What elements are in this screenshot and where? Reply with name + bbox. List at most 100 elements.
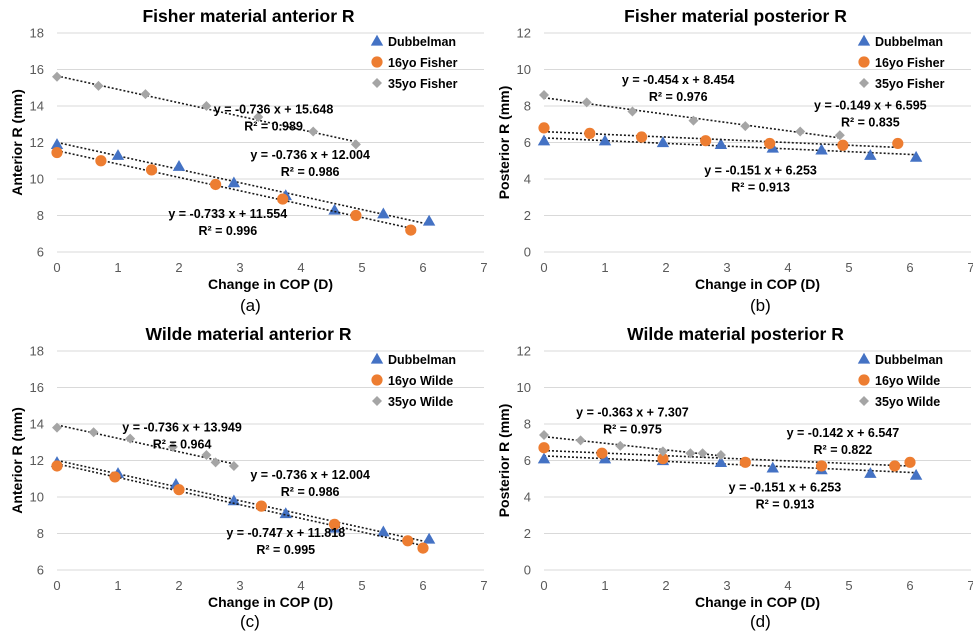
data-point-35yo-fisher xyxy=(52,71,62,82)
data-point-dubbelman xyxy=(422,214,436,226)
x-tick-label: 2 xyxy=(662,578,669,593)
trendline-r2-16yo-wilde: R² = 0.822 xyxy=(814,443,873,457)
trendline-r2-35yo-wilde: R² = 0.975 xyxy=(603,423,662,437)
y-tick-label: 14 xyxy=(30,417,44,432)
data-point-dubbelman xyxy=(328,203,341,215)
legend-marker-16yo-wilde xyxy=(371,374,383,386)
legend-marker-16yo-fisher xyxy=(371,56,383,68)
data-point-16yo-fisher xyxy=(892,137,904,150)
x-tick-label: 6 xyxy=(419,578,426,593)
panel-label-c: (c) xyxy=(240,612,260,631)
legend-marker-dubbelman xyxy=(370,352,384,364)
y-tick-label: 8 xyxy=(524,417,531,432)
y-tick-label: 6 xyxy=(37,245,44,260)
data-point-dubbelman xyxy=(537,134,551,146)
trendline-r2-16yo-fisher: R² = 0.996 xyxy=(198,224,257,238)
legend-marker-dubbelman xyxy=(370,34,384,46)
data-point-16yo-fisher xyxy=(584,127,596,139)
series-16yo-fisher xyxy=(51,146,417,236)
x-tick-label: 5 xyxy=(845,578,852,593)
data-point-35yo-fisher xyxy=(201,101,212,111)
y-tick-label: 14 xyxy=(30,99,44,114)
y-tick-label: 10 xyxy=(30,172,44,187)
legend-label-dubbelman: Dubbelman xyxy=(875,353,943,367)
data-point-35yo-fisher xyxy=(795,126,806,137)
panel-label-d: (d) xyxy=(750,612,771,631)
x-tick-label: 3 xyxy=(723,260,730,275)
x-tick-label: 2 xyxy=(662,260,669,275)
y-tick-label: 6 xyxy=(524,453,531,468)
x-tick-label: 2 xyxy=(175,260,182,275)
x-tick-label: 7 xyxy=(967,260,973,275)
x-tick-label: 1 xyxy=(114,578,121,593)
y-axis-label: Anterior R (mm) xyxy=(9,407,25,514)
y-tick-label: 0 xyxy=(524,245,531,260)
chart-panel-c: 6 8 10 12 14 16 18 0 1 2 3 4 5 6 7 Wilde material anter… xyxy=(0,318,488,635)
y-axis-label: Posterior R (mm) xyxy=(496,86,512,200)
x-tick-label: 1 xyxy=(601,578,608,593)
chart-title: Wilde material posterior R xyxy=(627,324,844,344)
series-dubbelman xyxy=(537,452,923,480)
x-tick-label: 0 xyxy=(53,260,60,275)
x-tick-label: 7 xyxy=(967,578,973,593)
x-tick-label: 7 xyxy=(480,578,487,593)
y-tick-label: 18 xyxy=(30,26,44,41)
data-point-35yo-wilde xyxy=(657,446,668,457)
legend-marker-35yo-wilde xyxy=(859,396,869,406)
x-axis-label: Change in COP (D) xyxy=(695,276,820,292)
legend-marker-35yo-fisher xyxy=(859,78,869,88)
trendline-equation-16yo-fisher: y = -0.733 x + 11.554 xyxy=(168,207,287,221)
data-point-16yo-wilde xyxy=(255,500,267,512)
legend-label-35yo-fisher: 35yo Fisher xyxy=(388,77,458,91)
data-point-dubbelman xyxy=(909,468,923,480)
data-point-35yo-fisher xyxy=(539,90,549,101)
trendline-equation-dubbelman: y = -0.736 x + 12.004 xyxy=(250,148,370,162)
data-point-35yo-wilde xyxy=(715,450,726,461)
series-35yo-wilde xyxy=(539,429,726,461)
data-point-35yo-wilde xyxy=(88,427,99,438)
data-point-35yo-fisher xyxy=(308,126,319,137)
y-tick-label: 2 xyxy=(524,208,531,223)
data-point-35yo-wilde xyxy=(52,422,62,433)
data-point-dubbelman xyxy=(172,160,186,171)
data-point-dubbelman xyxy=(598,452,612,464)
data-point-35yo-fisher xyxy=(140,89,151,100)
data-point-dubbelman xyxy=(909,150,923,162)
series-16yo-wilde xyxy=(538,442,916,472)
x-tick-label: 7 xyxy=(480,260,487,275)
y-tick-label: 16 xyxy=(30,62,44,77)
y-tick-label: 0 xyxy=(524,563,531,578)
x-tick-label: 0 xyxy=(540,578,547,593)
data-point-35yo-fisher xyxy=(740,121,751,132)
x-tick-label: 6 xyxy=(419,260,426,275)
data-point-dubbelman xyxy=(50,138,64,149)
data-point-dubbelman xyxy=(377,207,390,219)
y-tick-label: 2 xyxy=(524,526,531,541)
series-dubbelman xyxy=(537,134,923,162)
trendline-equation-dubbelman: y = -0.736 x + 12.004 xyxy=(250,468,370,482)
data-point-16yo-fisher xyxy=(350,209,362,222)
trendline-r2-dubbelman: R² = 0.913 xyxy=(756,498,815,512)
data-point-35yo-wilde xyxy=(201,450,212,461)
series-16yo-fisher xyxy=(538,122,904,151)
legend-label-16yo-fisher: 16yo Fisher xyxy=(388,56,458,70)
chart-title: Fisher material anterior R xyxy=(142,6,354,26)
trendline-r2-16yo-fisher: R² = 0.835 xyxy=(841,116,900,130)
legend-label-35yo-fisher: 35yo Fisher xyxy=(875,77,945,91)
legend-label-35yo-wilde: 35yo Wilde xyxy=(388,395,453,409)
x-axis-label: Change in COP (D) xyxy=(695,594,820,610)
panel-label-b: (b) xyxy=(750,296,771,315)
data-point-16yo-wilde xyxy=(596,447,608,459)
chart-panel-d: 0 2 4 6 8 10 12 0 1 2 3 4 5 6 7 Wilde material posterio… xyxy=(487,318,973,635)
data-point-35yo-wilde xyxy=(167,441,178,452)
x-tick-label: 6 xyxy=(906,578,913,593)
data-point-16yo-wilde xyxy=(173,484,185,496)
panel-label-a: (a) xyxy=(240,296,261,315)
data-point-35yo-wilde xyxy=(539,429,549,440)
y-axis-label: Anterior R (mm) xyxy=(9,89,25,196)
trendline-equation-16yo-fisher: y = -0.149 x + 6.595 xyxy=(814,99,927,113)
legend-label-dubbelman: Dubbelman xyxy=(875,35,943,49)
trendline-dubbelman xyxy=(56,459,430,544)
data-point-dubbelman xyxy=(815,143,828,155)
